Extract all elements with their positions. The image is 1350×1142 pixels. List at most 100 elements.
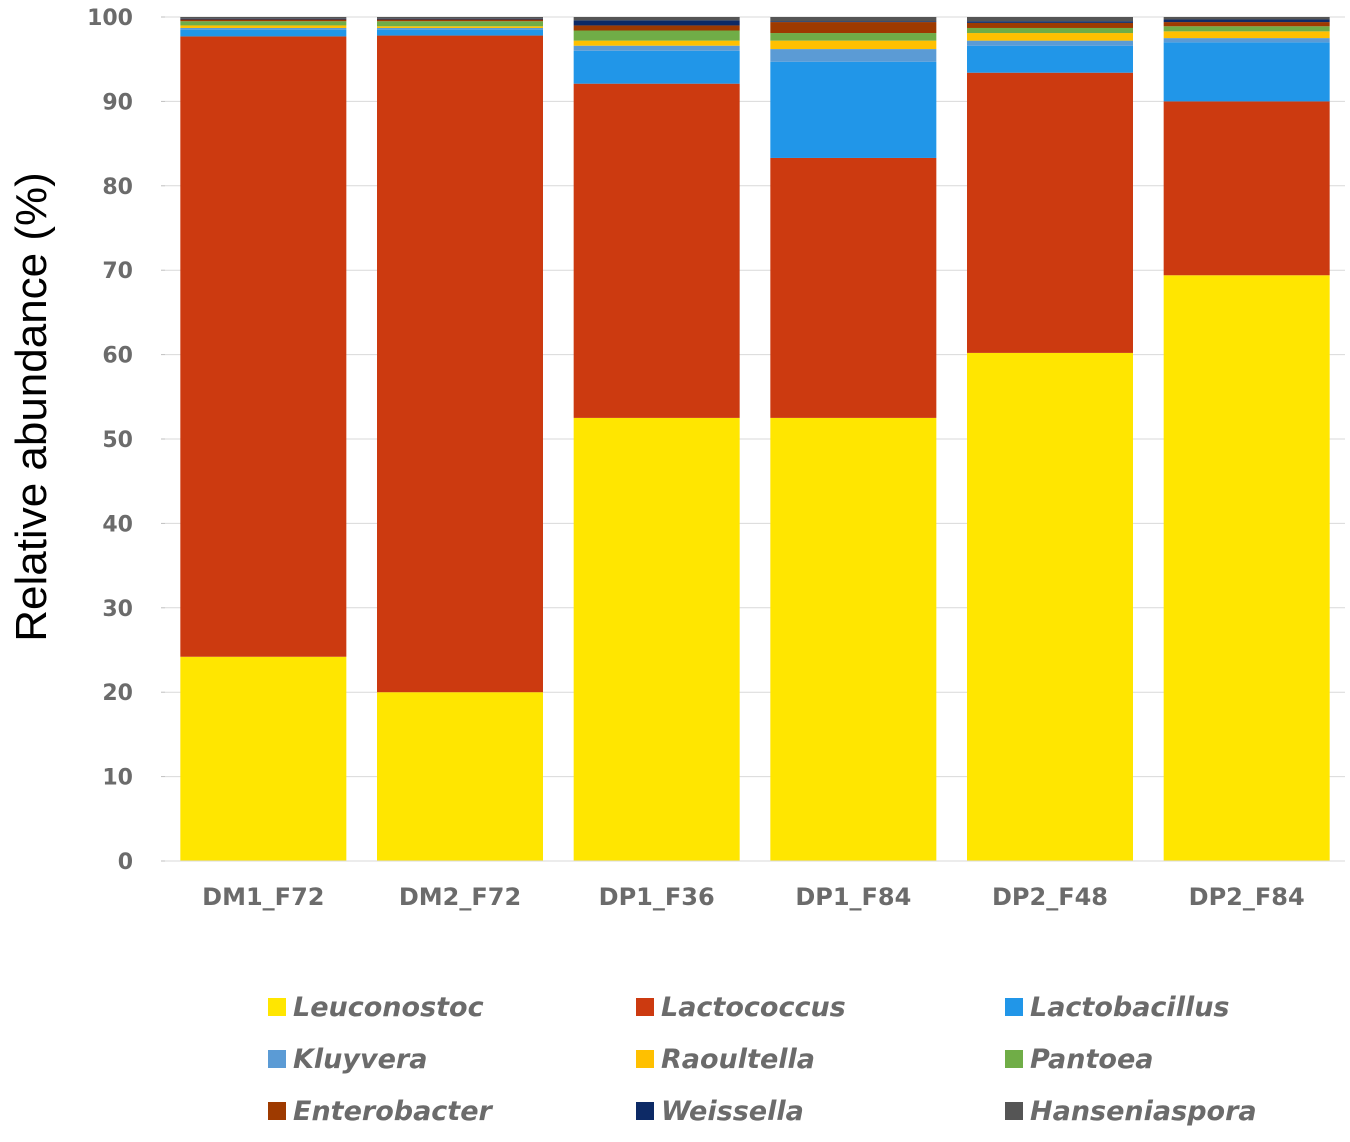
- legend-label: Enterobacter: [293, 1096, 494, 1127]
- bar-segment-lactococcus: [573, 83, 740, 418]
- legend-label: Weissella: [661, 1096, 804, 1127]
- bar-segment-enterobacter: [573, 25, 740, 31]
- y-tick-label: 20: [102, 681, 133, 706]
- legend-swatch: [268, 998, 286, 1016]
- y-tick-label: 70: [102, 259, 133, 284]
- y-tick-label: 10: [102, 766, 133, 791]
- bar-segment-pantoea: [1163, 26, 1330, 32]
- gridlines: [165, 16, 1345, 862]
- bar-segment-hanseniaspora: [770, 17, 937, 22]
- bar-segment-weissella: [377, 18, 543, 20]
- bar-segment-lactococcus: [1163, 101, 1330, 276]
- y-tick-label: 80: [102, 175, 133, 200]
- legend-swatch: [268, 1102, 286, 1120]
- bar-segment-pantoea: [377, 21, 543, 27]
- bar-stack-dp1-f36: [573, 17, 740, 861]
- legend-label: Kluyvera: [293, 1044, 427, 1075]
- y-axis-title: Relative abundance (%): [7, 172, 56, 642]
- bar-segment-weissella: [573, 20, 740, 26]
- bar-segment-leuconostoc: [180, 656, 347, 861]
- bar-segment-enterobacter: [770, 22, 937, 34]
- legend-label: Raoultella: [661, 1044, 815, 1075]
- legend: Leuconostoc Lactococcus Lactobacillus Kluyv…: [268, 992, 1257, 1127]
- x-tick-label: DM2_F72: [399, 883, 521, 911]
- bar-segment-lactococcus: [377, 35, 543, 693]
- bar-segment-kluyvera: [377, 27, 543, 30]
- bar-segment-hanseniaspora: [573, 17, 740, 21]
- bar-segment-weissella: [1163, 19, 1330, 23]
- legend-swatch: [1005, 1050, 1023, 1068]
- bar-stack-dp1-f84: [770, 17, 937, 861]
- bar-segment-kluyvera: [1163, 38, 1330, 43]
- bar-segment-lactobacillus: [180, 29, 347, 37]
- bar-segment-leuconostoc: [573, 417, 740, 861]
- bar-segment-raoultella: [180, 25, 347, 28]
- legend-item-lactobacillus: Lactobacillus: [1005, 992, 1230, 1023]
- bar-segment-weissella: [967, 21, 1133, 23]
- bar-segment-kluyvera: [180, 27, 347, 30]
- legend-swatch: [1005, 1102, 1023, 1120]
- x-tick-label: DP2_F84: [1189, 883, 1305, 911]
- legend-swatch: [636, 1050, 654, 1068]
- bar-segment-pantoea: [180, 21, 347, 26]
- bar-stack-dm2-f72: [377, 17, 543, 861]
- legend-label: Leuconostoc: [293, 992, 484, 1023]
- x-tick-label: DP1_F84: [795, 883, 911, 911]
- x-tick-label: DP1_F36: [599, 883, 715, 911]
- y-tick-label: 30: [102, 597, 133, 622]
- bar-segment-pantoea: [967, 27, 1133, 34]
- bar-segment-lactococcus: [967, 72, 1133, 353]
- legend-item-hanseniaspora: Hanseniaspora: [1005, 1096, 1257, 1127]
- legend-swatch: [1005, 998, 1023, 1016]
- legend-swatch: [268, 1050, 286, 1068]
- bar-stack-dm1-f72: [180, 17, 347, 861]
- bar-segment-raoultella: [1163, 31, 1330, 39]
- bar-segment-raoultella: [770, 40, 937, 50]
- bar-segment-kluyvera: [967, 40, 1133, 46]
- bar-segment-pantoea: [573, 30, 740, 41]
- legend-label: Lactococcus: [661, 992, 846, 1023]
- bar-segment-lactobacillus: [967, 45, 1133, 73]
- legend-item-enterobacter: Enterobacter: [268, 1096, 494, 1127]
- legend-swatch: [636, 1102, 654, 1120]
- bar-segment-hanseniaspora: [967, 17, 1133, 22]
- legend-swatch: [636, 998, 654, 1016]
- bar-segment-enterobacter: [1163, 22, 1330, 27]
- bar-segment-lactococcus: [770, 157, 937, 418]
- y-tick-label: 50: [102, 428, 133, 453]
- bar-segment-leuconostoc: [770, 417, 937, 861]
- legend-label: Hanseniaspora: [1030, 1096, 1257, 1127]
- bar-segment-lactobacillus: [573, 50, 740, 84]
- x-tick-label: DP2_F48: [992, 883, 1108, 911]
- y-tick-label: 90: [102, 90, 133, 115]
- bar-segment-weissella: [770, 21, 937, 23]
- y-tick-label: 40: [102, 512, 133, 537]
- y-tick-label: 0: [118, 850, 133, 875]
- bar-segment-weissella: [180, 18, 347, 20]
- legend-item-kluyvera: Kluyvera: [268, 1044, 427, 1075]
- x-tick-label: DM1_F72: [202, 883, 324, 911]
- bar-segment-raoultella: [573, 40, 740, 46]
- bars: [180, 17, 1330, 861]
- bar-segment-pantoea: [770, 33, 937, 41]
- legend-item-leuconostoc: Leuconostoc: [268, 992, 484, 1023]
- bar-segment-hanseniaspora: [377, 17, 543, 19]
- bar-segment-kluyvera: [573, 45, 740, 51]
- bar-segment-lactobacillus: [770, 61, 937, 158]
- bar-segment-leuconostoc: [377, 692, 543, 861]
- legend-item-lactococcus: Lactococcus: [636, 992, 846, 1023]
- y-tick-label: 100: [87, 6, 133, 31]
- legend-item-raoultella: Raoultella: [636, 1044, 815, 1075]
- bar-segment-lactobacillus: [1163, 42, 1330, 102]
- bar-segment-enterobacter: [967, 22, 1133, 28]
- bar-stack-dp2-f84: [1163, 17, 1330, 861]
- legend-label: Lactobacillus: [1030, 992, 1230, 1023]
- bar-segment-leuconostoc: [1163, 275, 1330, 861]
- bar-segment-kluyvera: [770, 49, 937, 62]
- bar-segment-hanseniaspora: [1163, 17, 1330, 20]
- bar-segment-enterobacter: [180, 19, 347, 22]
- x-axis: DM1_F72 DM2_F72 DP1_F36 DP1_F84 DP2_F48 DP2_F…: [202, 883, 1304, 911]
- bar-segment-raoultella: [967, 33, 1133, 41]
- legend-item-weissella: Weissella: [636, 1096, 804, 1127]
